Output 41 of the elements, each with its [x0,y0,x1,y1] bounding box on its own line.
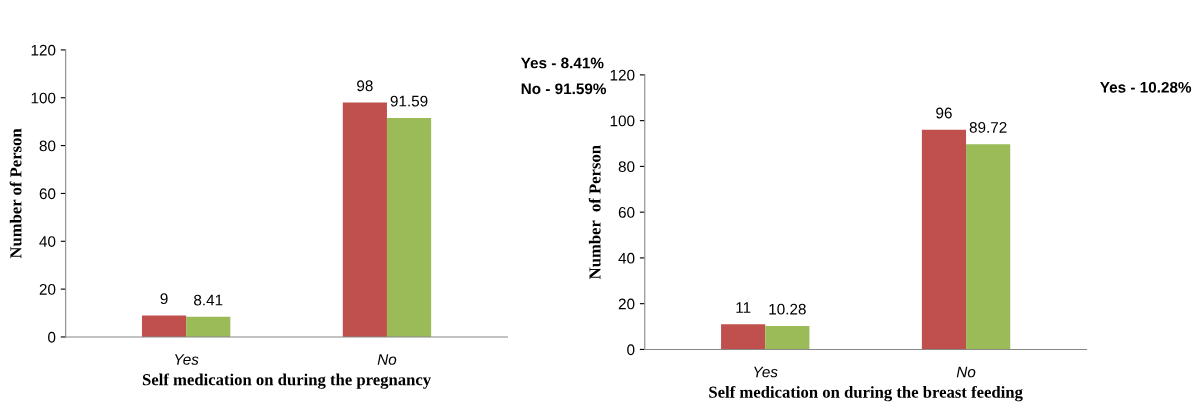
bar [921,129,967,350]
x-tick-label: Yes [175,354,199,365]
y-tick-label: 80 [39,140,56,152]
y-tick-label: 60 [39,188,56,200]
bar [342,102,387,337]
data-label: 98 [357,80,373,92]
y-tick-label: 120 [31,44,56,56]
y-tick-label: 100 [31,92,56,104]
bar [721,324,766,350]
data-label: 91.59 [390,95,428,107]
text: Yes - 8.41% [520,57,604,69]
y-tick-label: 80 [618,161,635,173]
text: No - 91.59% [521,83,607,95]
x-tick-label: No [956,366,976,378]
bar [186,316,231,337]
bar [765,325,810,350]
y-axis-title: Number of Person [9,128,22,259]
bar [141,315,187,337]
data-label: 10.28 [769,303,806,315]
y-tick-label: 120 [610,69,635,81]
data-label: 11 [736,302,751,313]
data-label: 96 [936,107,952,119]
y-tick-label: 20 [618,298,635,310]
y-tick-label: 0 [48,331,56,343]
y-tick-label: 40 [618,252,635,264]
data-label: 9 [160,293,168,305]
x-tick-label: Yes [754,366,778,378]
x-axis-title: Self medication on during the pregnancy [142,373,431,389]
bar [386,117,432,337]
y-tick-label: 60 [618,207,635,218]
bar [966,144,1011,350]
data-label: 8.41 [194,294,223,306]
y-tick-label: 20 [39,283,56,295]
y-axis-title: Number of Person [588,145,601,280]
x-axis-title: Self medication on during the breast feeding [709,385,1023,402]
x-tick-label: No [377,354,397,365]
data-label: 89.72 [969,121,1007,133]
y-tick-label: 100 [610,115,635,127]
y-tick-label: 0 [627,344,635,356]
y-tick-label: 40 [39,236,56,247]
text: Yes - 10.28% [1100,81,1192,93]
